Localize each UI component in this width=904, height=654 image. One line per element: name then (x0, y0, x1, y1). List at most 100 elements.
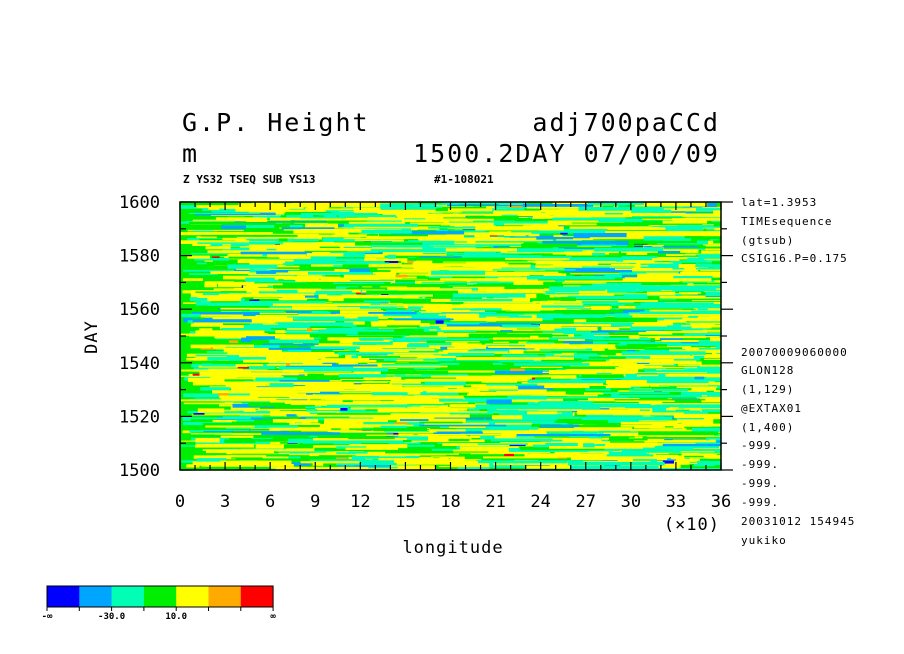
field-streak (387, 354, 434, 356)
field-streak (393, 352, 448, 355)
field-streak (639, 311, 721, 314)
field-streak (461, 208, 546, 213)
field-streak (212, 390, 298, 394)
field-streak (253, 334, 310, 339)
field-streak (581, 244, 617, 246)
field-streak (621, 256, 658, 260)
field-streak (373, 254, 441, 259)
colorbar-label: -30.0 (98, 612, 125, 622)
field-streak (450, 371, 516, 376)
field-streak (408, 343, 457, 346)
field-streak (235, 207, 326, 212)
field-streak (638, 285, 716, 290)
field-streak (380, 370, 449, 375)
field-streak (604, 273, 622, 278)
field-streak (570, 377, 635, 381)
x-tick-label: 18 (440, 492, 460, 512)
field-streak (583, 443, 595, 448)
field-streak (581, 416, 672, 421)
field-streak (336, 452, 356, 454)
field-streak (630, 215, 700, 219)
field-streak (533, 303, 583, 306)
field-streak (543, 334, 569, 337)
x-tick-label: 9 (310, 492, 320, 512)
field-streak (500, 278, 552, 281)
field-streak (240, 251, 313, 255)
field-streak (539, 335, 604, 340)
field-streak (220, 435, 254, 439)
field-streak (291, 306, 381, 310)
field-streak (493, 217, 533, 221)
field-streak (460, 279, 526, 282)
field-streak (367, 312, 446, 317)
field-streak (205, 246, 231, 250)
field-streak (249, 241, 316, 244)
field-streak (628, 455, 640, 460)
field-streak (269, 217, 366, 221)
field-streak (692, 300, 721, 302)
field-streak (679, 292, 702, 294)
field-streak (430, 384, 502, 386)
field-streak (380, 425, 407, 428)
field-streak (255, 315, 341, 317)
field-streak (563, 332, 584, 335)
field-streak (223, 275, 295, 280)
field-streak (202, 363, 236, 367)
field-streak (277, 295, 358, 299)
field-streak (439, 457, 460, 459)
field-streak (370, 243, 430, 248)
field-streak (553, 234, 563, 239)
field-streak (291, 202, 381, 208)
field-streak (516, 313, 563, 315)
x-multiplier-label: (×10) (664, 515, 720, 535)
field-streak (208, 302, 298, 306)
field-streak (444, 281, 467, 286)
field-streak (614, 399, 706, 401)
field-streak (193, 297, 241, 302)
field-streak (340, 205, 437, 210)
field-streak (539, 335, 549, 340)
field-streak (300, 461, 360, 464)
field-streak (188, 377, 225, 382)
field-streak (472, 392, 485, 394)
field-streak (605, 442, 658, 446)
field-streak (336, 446, 367, 449)
field-streak (567, 461, 665, 466)
field-streak (421, 307, 453, 311)
field-streak (693, 462, 706, 467)
field-streak (658, 433, 707, 437)
field-streak (443, 217, 516, 219)
field-streak (333, 241, 423, 245)
field-streak (279, 337, 314, 342)
field-streak (645, 354, 678, 357)
field-streak (352, 256, 401, 261)
field-streak (297, 234, 361, 238)
field-streak (646, 331, 721, 334)
field-streak (322, 253, 366, 257)
field-streak (562, 339, 593, 344)
field-streak (447, 204, 526, 207)
field-streak (424, 381, 457, 386)
field-streak (692, 354, 721, 358)
field-streak (335, 457, 348, 459)
field-streak (493, 450, 523, 452)
field-streak (678, 407, 721, 409)
field-streak (701, 465, 717, 468)
field-streak (564, 268, 632, 273)
field-streak (545, 443, 578, 447)
field-streak (377, 405, 421, 409)
field-streak (181, 440, 220, 442)
field-streak (277, 322, 354, 327)
field-streak (404, 385, 448, 387)
field-streak (297, 382, 354, 386)
field-streak (265, 329, 338, 332)
field-streak (556, 313, 606, 316)
field-streak (570, 364, 645, 367)
field-streak (652, 410, 701, 413)
field-streak (555, 289, 627, 293)
field-streak (410, 222, 453, 225)
field-streak (387, 287, 440, 291)
field-streak (489, 357, 574, 360)
field-streak (652, 258, 680, 261)
field-streak (200, 314, 244, 317)
